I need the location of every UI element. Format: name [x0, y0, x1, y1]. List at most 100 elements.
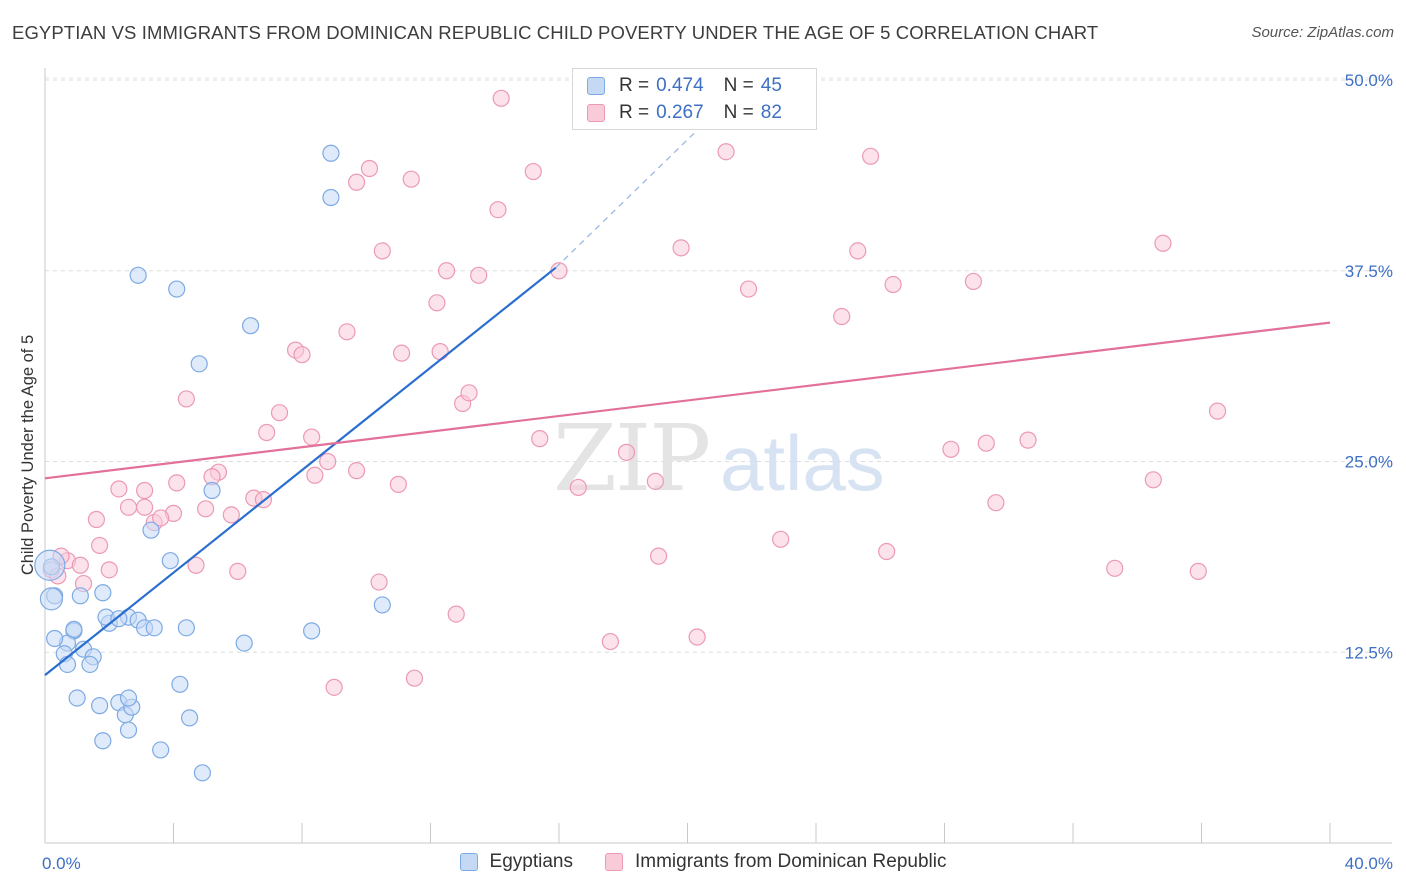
dominican-point [649, 547, 668, 565]
n-label: N = [723, 102, 754, 123]
dominican-point [977, 434, 995, 452]
egyptian-point [322, 144, 340, 162]
dominican-point [878, 542, 896, 561]
egyptian-point [142, 521, 160, 539]
dominican-points [42, 89, 1227, 696]
egyptian-point [168, 280, 186, 298]
dominican-r-value: 0.267 [656, 102, 704, 123]
grid-lines [45, 77, 1392, 653]
y-tick-label: 25.0% [1345, 453, 1393, 472]
dominican-point [270, 404, 289, 422]
dominican-point [601, 632, 620, 651]
legend-row-egyptians: R = 0.474 N = 45 [587, 73, 782, 99]
egyptian-cluster-point [39, 587, 64, 611]
r-label: R = [619, 102, 650, 123]
dominican-point [222, 506, 240, 524]
dominican-point [71, 556, 89, 574]
egyptian-point [65, 620, 83, 638]
dominican-point [739, 280, 758, 298]
dominican-point [460, 384, 478, 402]
dominican-point [646, 472, 664, 490]
egyptian-point [129, 266, 147, 284]
dominican-point [91, 536, 109, 555]
dominican-point [1106, 559, 1124, 577]
dominican-point [152, 509, 170, 527]
dominican-point [447, 605, 465, 623]
egyptian-point [177, 619, 195, 637]
source-label: Source: ZipAtlas.com [1251, 24, 1394, 41]
watermark: ZIP atlas [553, 405, 885, 512]
correlation-legend: R = 0.474 N = 45 R = 0.267 N = 82 [572, 68, 817, 130]
egyptian-point [68, 689, 86, 707]
dominican-point [348, 173, 366, 191]
dominican-point [849, 242, 867, 260]
dominican-point [492, 89, 510, 107]
egyptians-r-value: 0.474 [656, 75, 704, 96]
dominican-point [617, 443, 636, 461]
egyptian-point [322, 188, 340, 207]
dominican-legend-label: Immigrants from Dominican Republic [634, 851, 947, 872]
egyptians-n-value: 45 [760, 75, 782, 96]
y-tick-label: 37.5% [1345, 262, 1393, 281]
dominican-point [1208, 402, 1227, 420]
dominican-point [392, 344, 411, 362]
egyptian-point [145, 619, 163, 637]
dominican-point [833, 307, 851, 326]
egyptian-point [203, 481, 221, 500]
egyptian-point [171, 675, 189, 693]
dominican-point [1189, 562, 1207, 580]
dominican-point [489, 201, 507, 219]
x-tick-label-max: 40.0% [1345, 854, 1393, 873]
dominican-point [373, 242, 391, 260]
egyptian-point [235, 634, 253, 652]
egyptian-point [190, 355, 208, 373]
dominican-swatch [587, 104, 605, 122]
egyptians-legend-label: Egyptians [489, 851, 573, 872]
egyptian-point [46, 629, 64, 648]
dominican-point [319, 452, 337, 471]
dominican-point [100, 561, 118, 579]
dominican-point [110, 480, 128, 498]
dominican-point [884, 275, 902, 294]
egyptian-points [34, 144, 391, 782]
axis-labels: 12.5% 25.0% 37.5% 50.0% 0.0% 40.0% [42, 71, 1393, 873]
axes [44, 68, 1392, 844]
egyptian-point [152, 741, 170, 759]
dominican-point [303, 428, 321, 446]
dominican-point [987, 494, 1005, 512]
egyptian-cluster-point [34, 549, 66, 581]
egyptian-point [58, 655, 77, 674]
dominican-point [717, 143, 735, 161]
egyptian-point [94, 584, 112, 602]
dominican-trend-line [44, 321, 1331, 480]
egyptians-legend-swatch [459, 853, 478, 871]
y-axis-title: Child Poverty Under the Age of 5 [19, 335, 37, 575]
dominican-point [348, 462, 366, 480]
dominican-point [437, 262, 456, 280]
dominican-point [187, 556, 205, 574]
dominican-point [229, 562, 247, 580]
trend-lines [44, 132, 1331, 676]
egyptian-point [91, 697, 109, 715]
egyptian-point [303, 622, 321, 640]
legend-row-dominican: R = 0.267 N = 82 [587, 100, 782, 126]
y-tick-label: 50.0% [1345, 71, 1393, 90]
dominican-point [135, 498, 154, 516]
dominican-point [177, 390, 195, 408]
n-label: N = [723, 75, 754, 96]
dominican-point [1144, 471, 1162, 489]
y-tick-label: 12.5% [1345, 643, 1393, 662]
egyptian-point [242, 317, 260, 335]
egyptian-point [193, 764, 212, 782]
chart-title: EGYPTIAN VS IMMIGRANTS FROM DOMINICAN RE… [12, 22, 1099, 43]
legend-item-egyptians: Egyptians [459, 851, 573, 873]
dominican-point [1019, 431, 1037, 449]
r-label: R = [619, 75, 650, 96]
dominican-legend-swatch [604, 853, 623, 871]
watermark-atlas: atlas [720, 419, 885, 507]
egyptian-point [94, 732, 112, 750]
dominican-point [119, 498, 138, 516]
egyptian-point [110, 610, 128, 628]
dominican-point [135, 481, 154, 500]
egyptian-point [373, 596, 391, 614]
